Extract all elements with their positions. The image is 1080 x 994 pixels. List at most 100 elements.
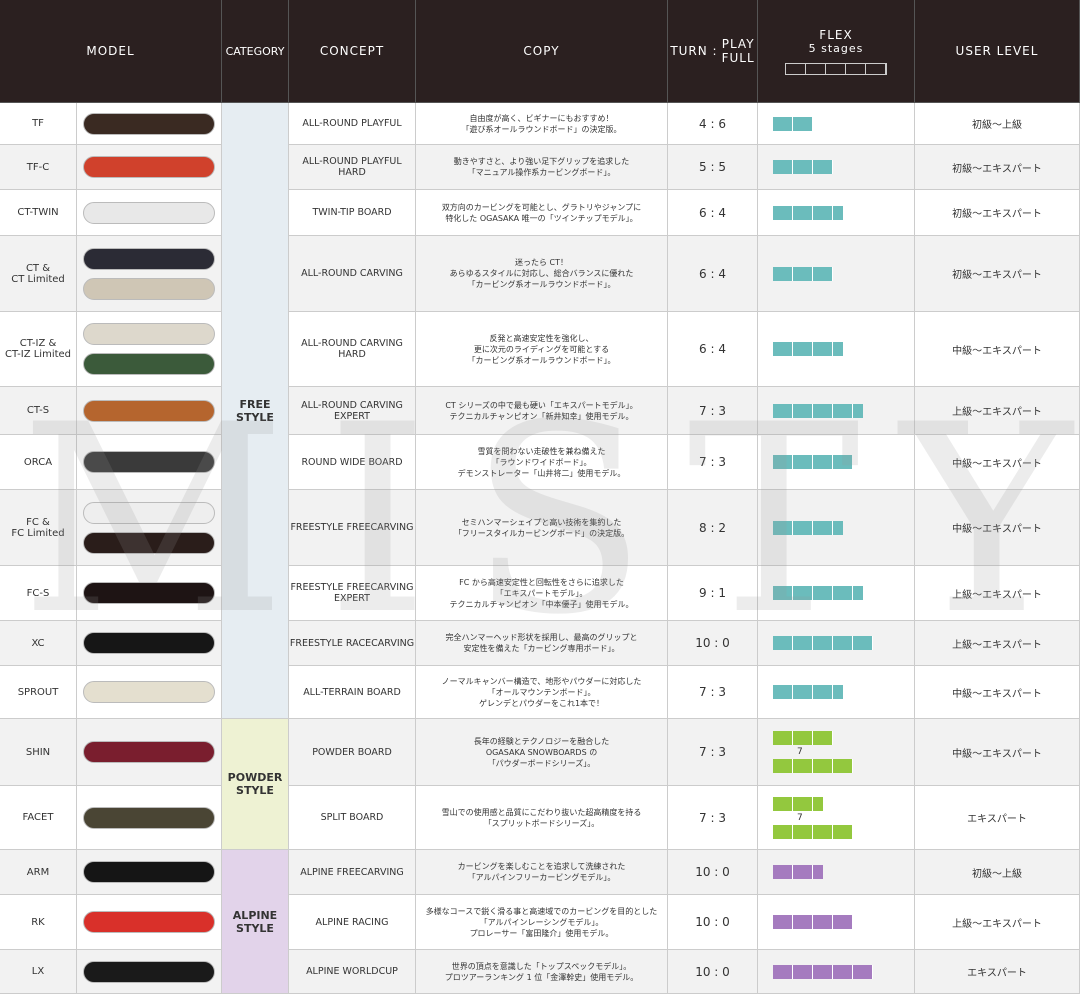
concept: ALL-ROUND CARVING EXPERT: [289, 387, 416, 435]
model-name: CT & CT Limited: [0, 236, 77, 312]
board-image: [77, 621, 222, 666]
copy: カービングを楽しむことを追求して洗練された 「アルパインフリーカービングモデル」…: [416, 850, 668, 895]
board: [83, 806, 215, 829]
board-image: [77, 566, 222, 621]
concept: FREESTYLE RACECARVING: [289, 621, 416, 666]
flex-cell: [758, 103, 915, 145]
flex-label: FLEX: [819, 27, 853, 42]
model-name: FC & FC Limited: [0, 490, 77, 566]
copy: 世界の頂点を意識した「トップスペックモデル」。 プロツアーランキング 1 位「金…: [416, 950, 668, 994]
board-image: [77, 786, 222, 850]
flex-cell: 7: [758, 786, 915, 850]
flex-bar: [773, 731, 833, 745]
user-level: 中級〜エキスパート: [915, 435, 1080, 490]
user-level: 上級〜エキスパート: [915, 895, 1080, 950]
flex-bar: [773, 160, 833, 174]
flex-cell: [758, 490, 915, 566]
board-image: [77, 312, 222, 387]
turn-play: 6 : 4: [668, 312, 758, 387]
copy: 迷ったら CT！ あらゆるスタイルに対応し、総合バランスに優れた 「カービング系…: [416, 236, 668, 312]
header-turn: TURN : PLAY FULL: [668, 0, 758, 103]
board: [83, 960, 215, 983]
board: [83, 911, 215, 933]
turn-play: 8 : 2: [668, 490, 758, 566]
flex-cell: [758, 666, 915, 719]
copy: FC から高速安定性と回転性をさらに追求した 「エキスパートモデル」。 テクニカ…: [416, 566, 668, 621]
category: ALPINE STYLE: [222, 850, 289, 994]
user-level: 中級〜エキスパート: [915, 312, 1080, 387]
flex-bar: [773, 915, 853, 929]
flex-stages: 5 stages: [808, 41, 864, 55]
flex-cell: [758, 850, 915, 895]
flex-separator: 7: [797, 812, 803, 823]
header-model: MODEL: [0, 0, 222, 103]
flex-arrow: [785, 62, 887, 75]
turn-play: 10 : 0: [668, 621, 758, 666]
board-image: [77, 103, 222, 145]
copy: 自由度が高く、ビギナーにもおすすめ！ 「遊び系オールラウンドボード」の決定版。: [416, 103, 668, 145]
user-level: 初級〜上級: [915, 850, 1080, 895]
flex-bar: [773, 796, 823, 811]
board: [83, 277, 215, 300]
board: [83, 112, 215, 135]
board: [83, 632, 215, 654]
turn-play: 10 : 0: [668, 950, 758, 994]
board-image: [77, 145, 222, 190]
copy: 完全ハンマーヘッド形状を採用し、最高のグリップと 安定性を備えた「カービング専用…: [416, 621, 668, 666]
user-level: 初級〜上級: [915, 103, 1080, 145]
turn-play: 6 : 4: [668, 190, 758, 236]
model-name: SHIN: [0, 719, 77, 786]
turn-play: 9 : 1: [668, 566, 758, 621]
board-image: [77, 850, 222, 895]
board: [83, 353, 215, 375]
flex-bar: [773, 964, 873, 979]
board-image: [77, 387, 222, 435]
concept: FREESTYLE FREECARVING EXPERT: [289, 566, 416, 621]
header-copy: COPY: [416, 0, 668, 103]
turn-play: 7 : 3: [668, 666, 758, 719]
turn-play: 4 : 6: [668, 103, 758, 145]
flex-bar: [773, 205, 843, 220]
header-concept: CONCEPT: [289, 0, 416, 103]
board: [83, 201, 215, 224]
copy: 雪質を問わない走破性を兼ね備えた 「ラウンドワイドボード」。 デモンストレーター…: [416, 435, 668, 490]
board: [83, 323, 215, 345]
turn-play: 6 : 4: [668, 236, 758, 312]
model-name: RK: [0, 895, 77, 950]
board-image: [77, 950, 222, 994]
category: POWDER STYLE: [222, 719, 289, 850]
model-name: FC-S: [0, 566, 77, 621]
flex-separator: 7: [797, 747, 803, 757]
copy: 多様なコースで鋭く滑る事と高速域でのカービングを目的とした 「アルパインレーシン…: [416, 895, 668, 950]
model-name: LX: [0, 950, 77, 994]
copy: 雪山での使用感と品質にこだわり抜いた超高精度を持る 「スプリットボードシリーズ」…: [416, 786, 668, 850]
flex-bar: [773, 342, 843, 356]
board-image: [77, 190, 222, 236]
model-name: CT-S: [0, 387, 77, 435]
concept: FREESTYLE FREECARVING: [289, 490, 416, 566]
board: [83, 861, 215, 883]
board-image: [77, 435, 222, 490]
copy: ノーマルキャンバー構造で、地形やパウダーに対応した 「オールマウンテンボード」。…: [416, 666, 668, 719]
model-name: ORCA: [0, 435, 77, 490]
board: [83, 501, 215, 524]
turn-play: 10 : 0: [668, 850, 758, 895]
model-name: TF-C: [0, 145, 77, 190]
model-name: SPROUT: [0, 666, 77, 719]
user-level: エキスパート: [915, 950, 1080, 994]
flex-cell: [758, 387, 915, 435]
concept: ALL-ROUND PLAYFUL: [289, 103, 416, 145]
copy: 長年の経験とテクノロジーを融合した OGASAKA SNOWBOARDS の 「…: [416, 719, 668, 786]
user-level: 中級〜エキスパート: [915, 719, 1080, 786]
model-name: CT-TWIN: [0, 190, 77, 236]
concept: ALL-ROUND CARVING: [289, 236, 416, 312]
concept: ALPINE FREECARVING: [289, 850, 416, 895]
flex-bar: [773, 266, 833, 281]
copy: CT シリーズの中で最も硬い「エキスパートモデル」。 テクニカルチャンピオン「新…: [416, 387, 668, 435]
turn-play: 7 : 3: [668, 387, 758, 435]
board: [83, 582, 215, 604]
turn-play: 7 : 3: [668, 786, 758, 850]
copy: 双方向のカービングを可能とし、グラトリやジャンプに 特化した OGASAKA 唯…: [416, 190, 668, 236]
board: [83, 741, 215, 763]
flex-cell: [758, 236, 915, 312]
